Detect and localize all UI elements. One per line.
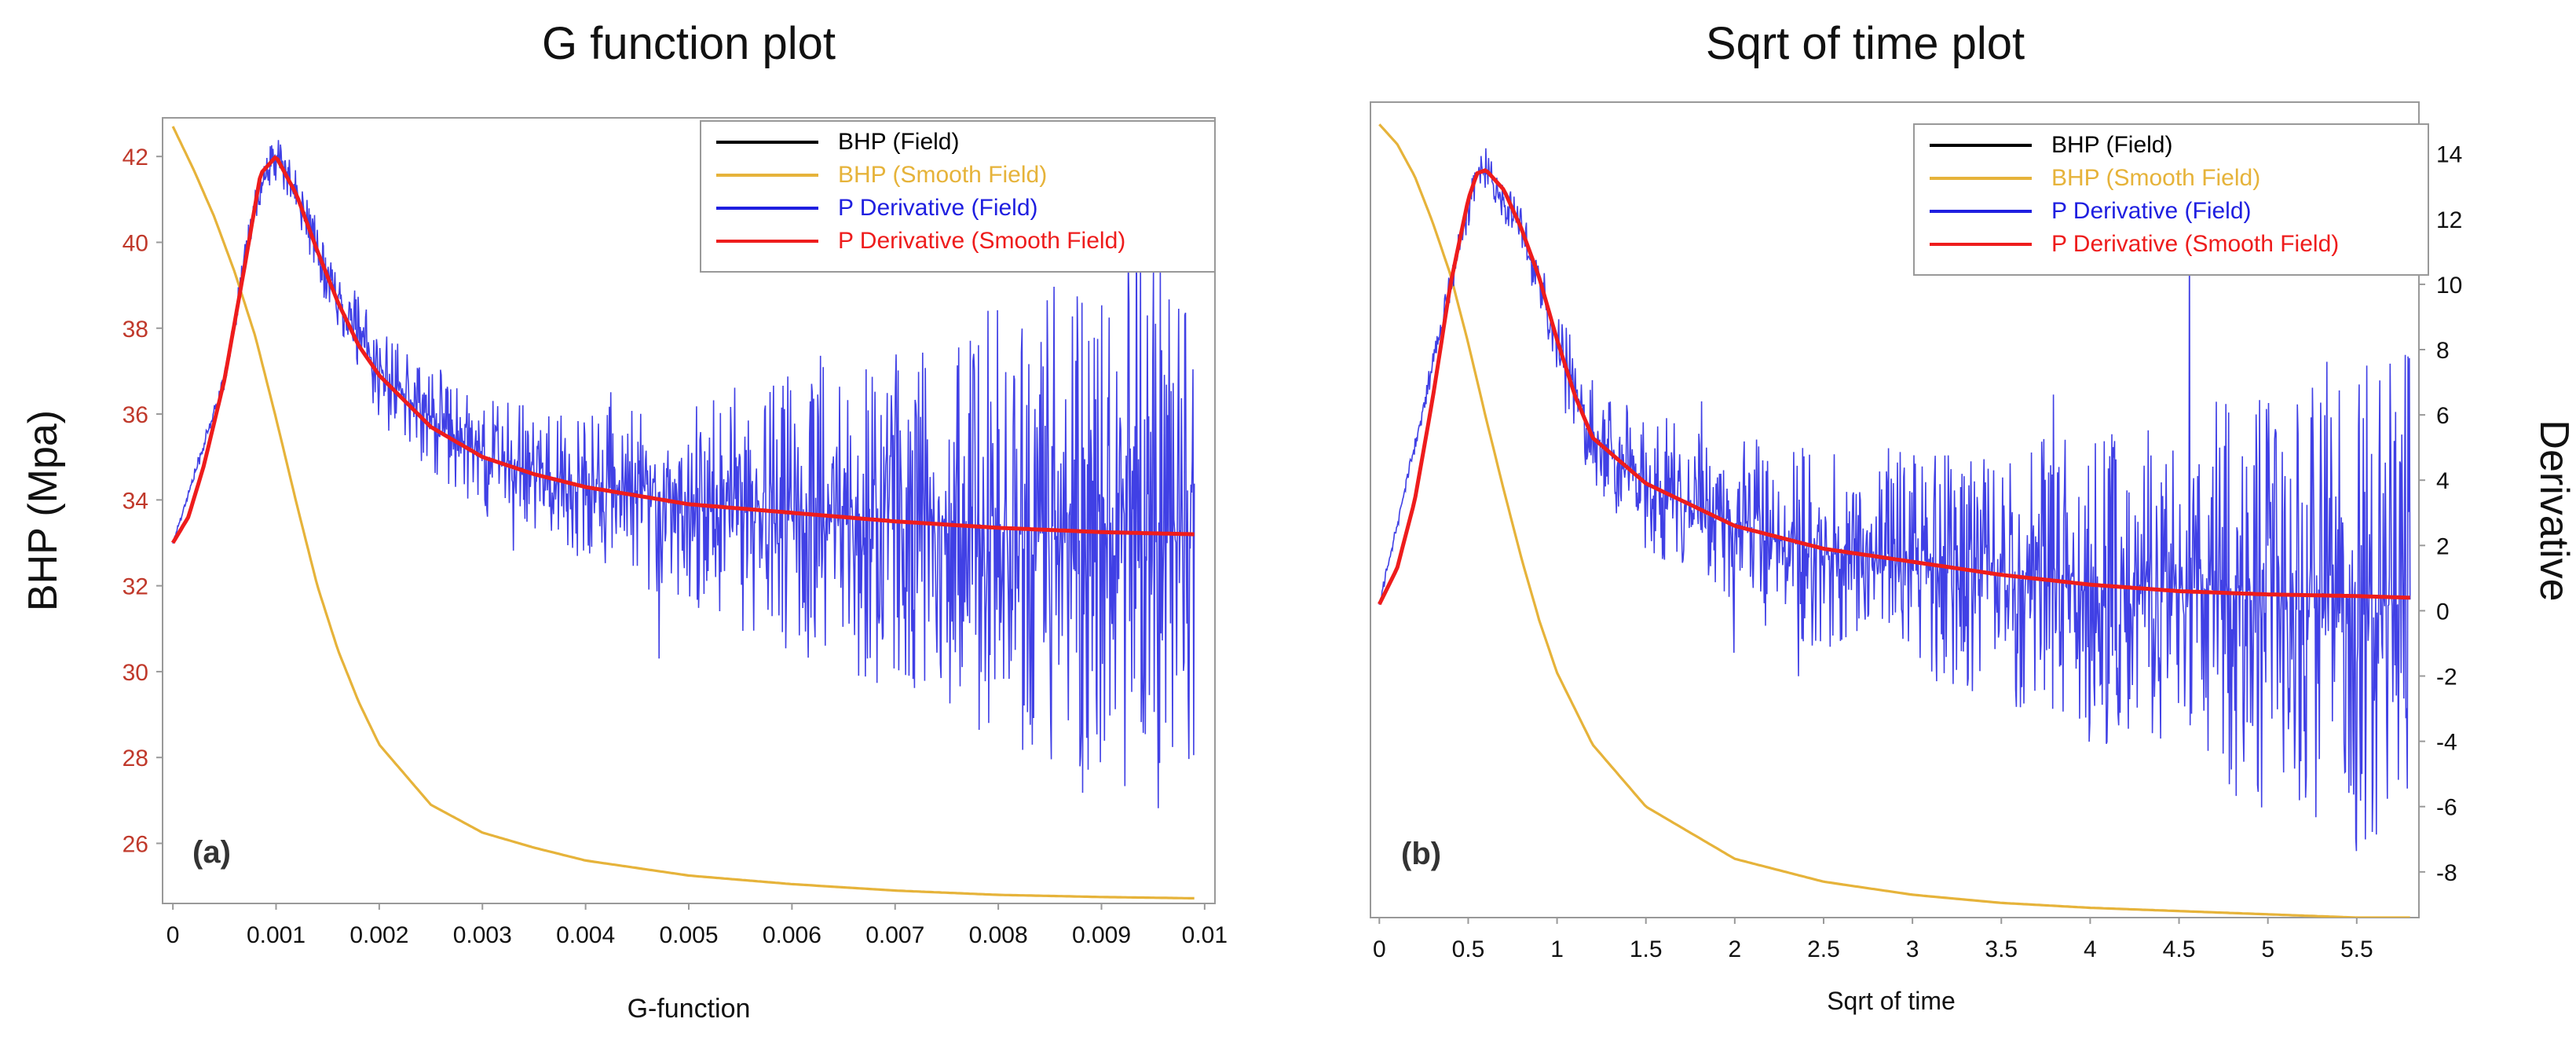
x-tick-label: 0.002 [349, 922, 408, 948]
x-tick-label: 3 [1906, 936, 1919, 962]
x-tick-label: 0.004 [556, 922, 615, 948]
legend-entry: BHP (Field) [838, 129, 959, 155]
series-group [1378, 123, 2411, 918]
x-tick-label: 0 [1373, 936, 1386, 962]
legend-entry: BHP (Field) [2051, 132, 2172, 158]
legend-entry: P Derivative (Smooth Field) [2051, 231, 2339, 257]
y-tick-label: 0 [2436, 599, 2450, 625]
x-tick-label: 0.01 [1182, 922, 1228, 948]
x-tick-label: 0.003 [453, 922, 512, 948]
y-tick-label: 40 [123, 230, 148, 256]
y-tick-label: 34 [123, 488, 148, 514]
y-tick-label: -8 [2436, 860, 2457, 886]
panel-label: (a) [192, 835, 231, 870]
panel-label: (b) [1401, 837, 1441, 871]
x-tick-label: 0 [166, 922, 180, 948]
y-axis-ticks: -8 -6 -4 -2 0 2 4 6 8 10 12 14 [2419, 142, 2462, 886]
x-axis-ticks: 0 0.5 1 1.5 2 2.5 3 3.5 4 4.5 5 5.5 [1373, 918, 2373, 962]
y-axis-ticks: 26 28 30 32 34 36 38 40 42 [123, 145, 163, 857]
x-tick-label: 0.009 [1072, 922, 1131, 948]
legend: BHP (Field) BHP (Smooth Field) P Derivativ… [700, 120, 1216, 273]
y-tick-label: 2 [2436, 533, 2450, 559]
x-tick-label: 4.5 [2163, 936, 2196, 962]
y-tick-label: 10 [2436, 273, 2462, 299]
y-tick-label: 8 [2436, 338, 2450, 364]
series-line-bhp-smooth [1378, 123, 2410, 918]
x-tick-label: 2.5 [1807, 936, 1840, 962]
y-tick-label: 14 [2436, 142, 2462, 168]
chart-panel-b: Sqrt of time plot Derivative Sqrt of tim… [1370, 18, 2576, 1015]
x-tick-label: 0.005 [659, 922, 718, 948]
series-line-bhp-smooth [171, 126, 1195, 900]
y-tick-label: 30 [123, 660, 148, 686]
x-tick-label: 5.5 [2340, 936, 2373, 962]
x-tick-label: 0.007 [865, 922, 924, 948]
chart-title: G function plot [542, 18, 836, 69]
legend-box [1913, 123, 2429, 276]
chart-panel-a: G function plot BHP (Mpa) G-function 262… [20, 18, 1228, 1024]
legend-box [700, 120, 1216, 273]
x-tick-label: 0.006 [763, 922, 821, 948]
y-tick-label: 12 [2436, 207, 2462, 233]
x-tick-label: 5 [2261, 936, 2274, 962]
series-group [170, 126, 1195, 900]
x-axis-label: G-function [628, 994, 751, 1024]
y-tick-label: 42 [123, 145, 148, 170]
x-tick-label: 1.5 [1630, 936, 1663, 962]
y-tick-label: 26 [123, 831, 148, 857]
x-tick-label: 1 [1550, 936, 1564, 962]
y-tick-label: 6 [2436, 403, 2450, 429]
y-tick-label: 36 [123, 402, 148, 428]
y-tick-label: 32 [123, 574, 148, 600]
legend-entry: P Derivative (Field) [838, 195, 1038, 221]
x-tick-label: 0.001 [247, 922, 306, 948]
plot-frame [1370, 101, 2420, 918]
y-tick-label: 28 [123, 746, 148, 771]
legend-entry: BHP (Smooth Field) [838, 162, 1047, 188]
series-line-p-derivative-smooth [170, 155, 1195, 544]
y-tick-label: -4 [2436, 730, 2457, 756]
x-tick-label: 2 [1729, 936, 1742, 962]
series-line-p-derivative-smooth [1378, 168, 2410, 606]
x-tick-label: 0.5 [1452, 936, 1485, 962]
x-tick-label: 4 [2084, 936, 2097, 962]
x-axis-ticks: 0 0.001 0.002 0.003 0.004 0.005 0.006 0.007 0.00… [166, 903, 1228, 948]
x-tick-label: 3.5 [1985, 936, 2018, 962]
y-tick-label: -2 [2436, 665, 2457, 691]
legend-entry: P Derivative (Field) [2051, 198, 2252, 224]
x-tick-label: 0.008 [969, 922, 1028, 948]
y-axis-label: Derivative [2531, 420, 2576, 601]
x-axis-label: Sqrt of time [1827, 987, 1956, 1015]
y-tick-label: 4 [2436, 468, 2450, 494]
legend: BHP (Field) BHP (Smooth Field) P Derivativ… [1913, 123, 2429, 276]
chart-title: Sqrt of time plot [1706, 18, 2025, 69]
y-tick-label: 38 [123, 317, 148, 343]
legend-entry: P Derivative (Smooth Field) [838, 228, 1125, 254]
series-line-p-derivative-field [172, 140, 1195, 808]
y-axis-label: BHP (Mpa) [20, 410, 66, 611]
y-tick-label: -6 [2436, 795, 2457, 821]
legend-entry: BHP (Smooth Field) [2051, 165, 2260, 191]
